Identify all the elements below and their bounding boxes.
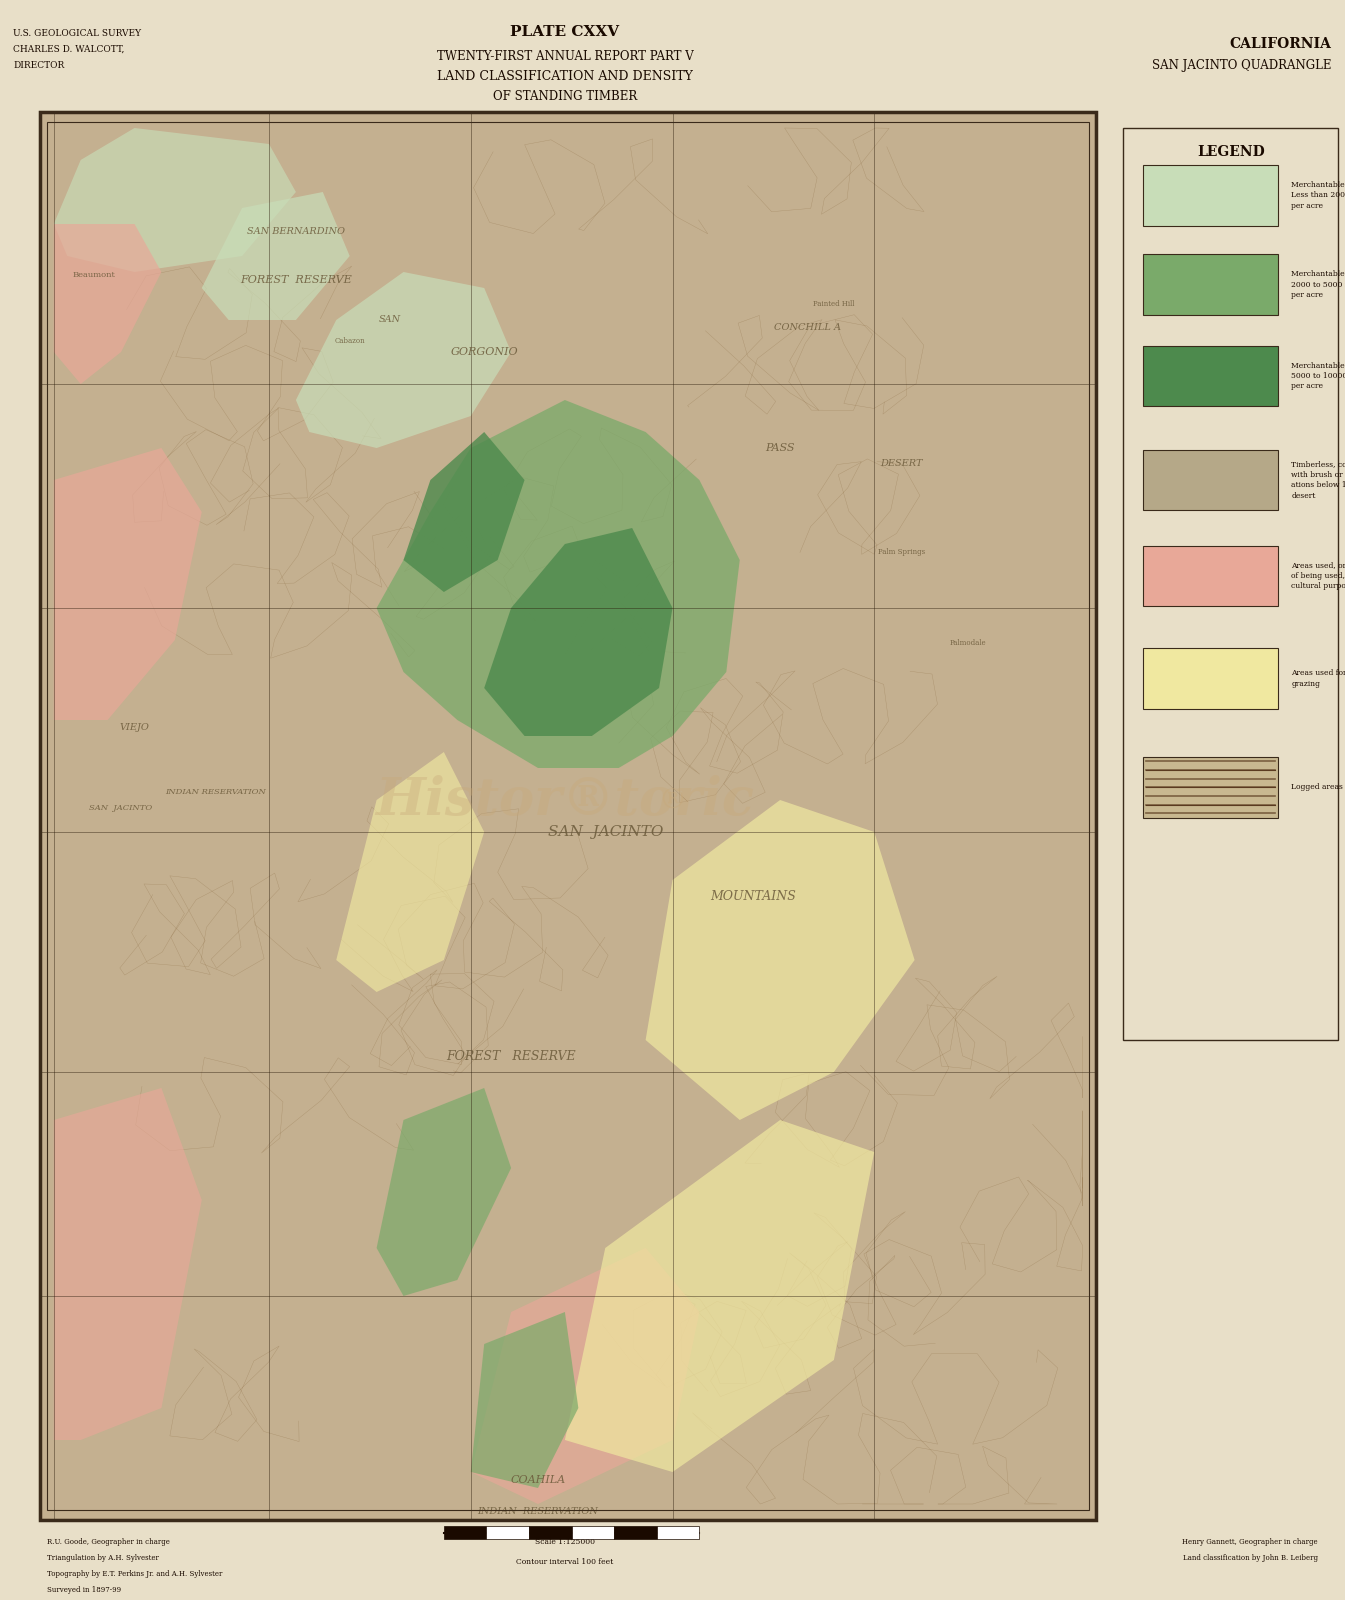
Bar — [1123, 128, 1338, 1040]
Text: Areas used, or capable
of being used, for agri-
cultural purposes: Areas used, or capable of being used, fo… — [1291, 562, 1345, 590]
Polygon shape — [404, 432, 525, 592]
Text: GORGONIO: GORGONIO — [451, 347, 518, 357]
Text: PASS: PASS — [765, 443, 795, 453]
Text: CONCHILL A: CONCHILL A — [773, 323, 841, 333]
Text: LEGEND: LEGEND — [1197, 146, 1264, 158]
Text: Beaumont: Beaumont — [73, 270, 116, 278]
Bar — [487, 1526, 529, 1539]
Bar — [1143, 254, 1278, 315]
Bar — [615, 1526, 656, 1539]
Text: Painted Hill: Painted Hill — [814, 301, 854, 307]
Text: Areas used for
grazing: Areas used for grazing — [1291, 669, 1345, 688]
Text: LAND CLASSIFICATION AND DENSITY: LAND CLASSIFICATION AND DENSITY — [437, 70, 693, 83]
Text: INDIAN  RESERVATION: INDIAN RESERVATION — [477, 1507, 599, 1517]
Text: FOREST   RESERVE: FOREST RESERVE — [447, 1050, 576, 1062]
Bar — [444, 1526, 487, 1539]
Bar — [1143, 546, 1278, 606]
Text: Histor®toric: Histor®toric — [375, 774, 755, 826]
Text: FOREST  RESERVE: FOREST RESERVE — [239, 275, 352, 285]
Polygon shape — [377, 400, 740, 768]
Polygon shape — [377, 1088, 511, 1296]
Polygon shape — [202, 192, 350, 320]
Bar — [40, 112, 1096, 1520]
Polygon shape — [54, 128, 296, 272]
Text: PLATE CXXV: PLATE CXXV — [510, 26, 620, 38]
Polygon shape — [336, 752, 484, 992]
Polygon shape — [471, 1248, 699, 1504]
Text: VIEJO: VIEJO — [120, 723, 149, 733]
Text: Scale 1:125000: Scale 1:125000 — [535, 1539, 594, 1546]
Polygon shape — [565, 1120, 874, 1472]
Text: Merchantable timber
Less than 2000 feet B.M.
per acre: Merchantable timber Less than 2000 feet … — [1291, 181, 1345, 210]
Text: CHARLES D. WALCOTT,: CHARLES D. WALCOTT, — [13, 45, 125, 54]
Text: SAN: SAN — [379, 315, 401, 325]
Text: MOUNTAINS: MOUNTAINS — [710, 890, 796, 902]
Bar — [1143, 648, 1278, 709]
Text: Contour interval 100 feet: Contour interval 100 feet — [516, 1558, 613, 1565]
Text: TWENTY-FIRST ANNUAL REPORT PART V: TWENTY-FIRST ANNUAL REPORT PART V — [437, 50, 693, 62]
Text: SAN JACINTO QUADRANGLE: SAN JACINTO QUADRANGLE — [1153, 59, 1332, 72]
Text: DESERT: DESERT — [880, 459, 923, 469]
Bar — [1143, 450, 1278, 510]
Text: OF STANDING TIMBER: OF STANDING TIMBER — [492, 90, 638, 102]
Bar — [1143, 757, 1278, 818]
Text: DIRECTOR: DIRECTOR — [13, 61, 65, 70]
Text: Surveyed in 1897-99: Surveyed in 1897-99 — [47, 1587, 121, 1594]
Bar — [572, 1526, 615, 1539]
Text: Merchantable timber
2000 to 5000 feet B.M.
per acre: Merchantable timber 2000 to 5000 feet B.… — [1291, 270, 1345, 299]
Text: Merchantable timber
5000 to 10000 feet B.M.
per acre: Merchantable timber 5000 to 10000 feet B… — [1291, 362, 1345, 390]
Bar — [1143, 165, 1278, 226]
Text: ®: ® — [659, 787, 686, 813]
Text: Logged areas: Logged areas — [1291, 784, 1344, 792]
Text: CALIFORNIA: CALIFORNIA — [1229, 37, 1332, 51]
Text: Henry Gannett, Geographer in charge: Henry Gannett, Geographer in charge — [1182, 1539, 1318, 1546]
Polygon shape — [296, 272, 511, 448]
Bar — [529, 1526, 572, 1539]
Text: R.U. Goode, Geographer in charge: R.U. Goode, Geographer in charge — [47, 1539, 169, 1546]
Text: U.S. GEOLOGICAL SURVEY: U.S. GEOLOGICAL SURVEY — [13, 29, 141, 38]
Text: Triangulation by A.H. Sylvester: Triangulation by A.H. Sylvester — [47, 1555, 159, 1562]
Polygon shape — [54, 448, 202, 720]
Text: SAN  JACINTO: SAN JACINTO — [89, 803, 153, 813]
Text: SAN BERNARDINO: SAN BERNARDINO — [247, 227, 344, 237]
Bar — [47, 122, 1089, 1510]
Polygon shape — [471, 1312, 578, 1488]
Text: Topography by E.T. Perkins Jr. and A.H. Sylvester: Topography by E.T. Perkins Jr. and A.H. … — [47, 1571, 222, 1578]
Bar — [40, 112, 1096, 1520]
Polygon shape — [484, 528, 672, 736]
Text: Cabazon: Cabazon — [335, 336, 364, 344]
Polygon shape — [54, 224, 161, 384]
Text: Palm Springs: Palm Springs — [877, 547, 925, 557]
Text: INDIAN RESERVATION: INDIAN RESERVATION — [165, 787, 266, 795]
Bar — [1143, 346, 1278, 406]
Text: COAHILA: COAHILA — [511, 1475, 565, 1485]
Text: Land classification by John B. Leiberg: Land classification by John B. Leiberg — [1184, 1555, 1318, 1562]
Polygon shape — [54, 1088, 202, 1440]
Polygon shape — [646, 800, 915, 1120]
Text: Palmodale: Palmodale — [950, 638, 987, 646]
Text: Timberless, covered
with brush or at elev-
ations below 1500 feet
desert: Timberless, covered with brush or at ele… — [1291, 461, 1345, 499]
Bar — [656, 1526, 699, 1539]
Text: SAN  JACINTO: SAN JACINTO — [547, 826, 663, 838]
